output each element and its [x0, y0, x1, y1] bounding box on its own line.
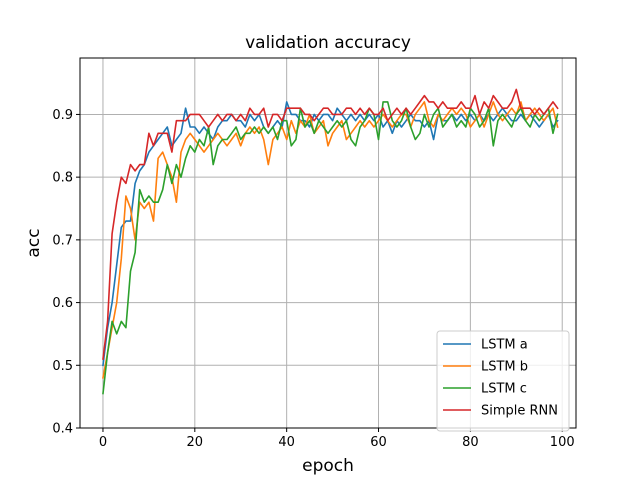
plot-frame — [79, 57, 577, 429]
series-line-lstm-b — [102, 101, 559, 379]
legend: LSTM a LSTM b LSTM c Simple RNN — [436, 330, 570, 432]
y-tick-label: 0.6 — [52, 296, 73, 311]
x-tick-label: 100 — [550, 435, 575, 450]
y-axis-label: acc — [24, 228, 44, 257]
legend-entry-label: Simple RNN — [481, 404, 558, 419]
y-tick-label: 0.4 — [52, 422, 73, 437]
legend-entry-label: LSTM a — [481, 338, 528, 353]
legend-entry-label: LSTM c — [481, 382, 527, 397]
chart-title: validation accuracy — [245, 33, 411, 53]
series-line-simple-rnn — [102, 88, 559, 360]
x-tick-label: 80 — [462, 435, 479, 450]
y-tick-label: 0.8 — [52, 171, 73, 186]
x-tick-label: 0 — [99, 435, 107, 450]
series-layer — [102, 88, 559, 395]
legend-entry-label: LSTM b — [481, 360, 528, 375]
y-tick-label: 0.9 — [52, 108, 73, 123]
series-line-lstm-a — [102, 101, 559, 367]
y-tick-label: 0.7 — [52, 233, 73, 248]
x-tick-label: 40 — [278, 435, 295, 450]
legend-box — [436, 330, 570, 432]
x-tick-label: 60 — [370, 435, 387, 450]
axis-ticks: 0 20 40 60 80 100 0.4 0.5 0.6 0.7 0.8 0.9 — [52, 108, 574, 450]
y-tick-label: 0.5 — [52, 359, 73, 374]
series-line-lstm-c — [102, 101, 559, 395]
x-axis-label: epoch — [302, 456, 354, 476]
x-tick-label: 20 — [187, 435, 204, 450]
